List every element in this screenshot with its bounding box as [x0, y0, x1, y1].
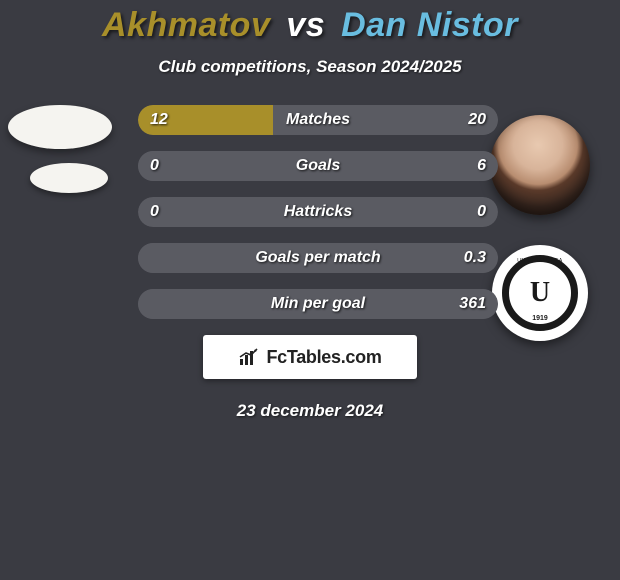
stat-label: Min per goal [138, 295, 498, 313]
title-vs: vs [286, 6, 325, 44]
stat-value-left: 0 [150, 203, 159, 221]
player2-avatar [490, 115, 590, 215]
stat-value-right: 0.3 [464, 249, 486, 267]
stat-label: Goals [138, 157, 498, 175]
stat-row: Hattricks0 0 [138, 197, 498, 227]
stat-row: Matches12 20 [138, 105, 498, 135]
chart-icon [238, 347, 260, 367]
club-badge-inner: UNIVERSITATEA U 1919 [502, 255, 578, 331]
page-title: Akhmatov vs Dan Nistor [0, 6, 620, 45]
stat-value-right: 0 [477, 203, 486, 221]
player1-avatar [8, 105, 112, 149]
title-player2: Dan Nistor [341, 6, 518, 44]
date-label: 23 december 2024 [0, 401, 620, 421]
compare-area: UNIVERSITATEA U 1919 Matches1220Goals06H… [0, 105, 620, 319]
stat-value-left: 0 [150, 157, 159, 175]
stat-value-right: 361 [459, 295, 486, 313]
player2-club-badge: UNIVERSITATEA U 1919 [492, 245, 588, 341]
footer-logo: FcTables.com [203, 335, 417, 379]
club-letter: U [530, 279, 550, 307]
stat-row: Goals per match0.3 [138, 243, 498, 273]
stat-row: Min per goal361 [138, 289, 498, 319]
player1-club-badge [30, 163, 108, 193]
subtitle: Club competitions, Season 2024/2025 [0, 57, 620, 77]
stat-value-right: 20 [468, 111, 486, 129]
stat-label: Goals per match [138, 249, 498, 267]
title-player1: Akhmatov [102, 6, 270, 44]
club-arc-text: UNIVERSITATEA [517, 258, 563, 264]
club-year: 1919 [532, 315, 548, 322]
stat-value-right: 6 [477, 157, 486, 175]
stat-label: Hattricks [138, 203, 498, 221]
comparison-card: Akhmatov vs Dan Nistor Club competitions… [0, 0, 620, 421]
footer-logo-text: FcTables.com [266, 347, 381, 368]
stat-label: Matches [138, 111, 498, 129]
stat-value-left: 12 [150, 111, 168, 129]
stat-row: Goals0 6 [138, 151, 498, 181]
stat-bars: Matches1220Goals06Hattricks00Goals per m… [138, 105, 498, 319]
